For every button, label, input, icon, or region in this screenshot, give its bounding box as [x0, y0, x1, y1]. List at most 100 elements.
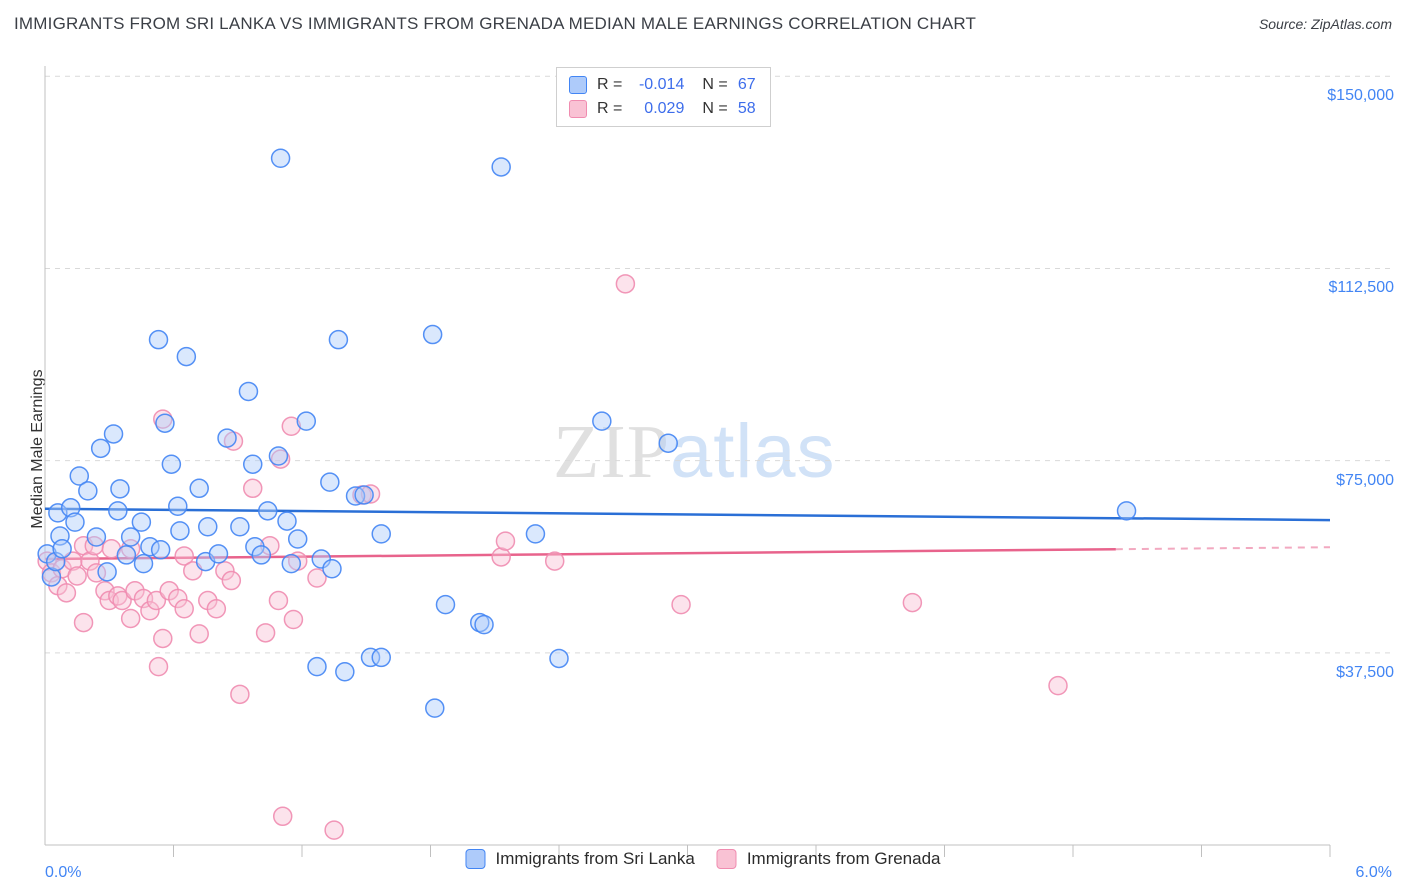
- scatter-point-grenada: [242, 478, 263, 499]
- scatter-point-sri-lanka: [217, 428, 237, 448]
- n-value-sri-lanka: 67: [737, 76, 756, 93]
- n-label: N =: [702, 100, 728, 117]
- scatter-point-sri-lanka: [208, 544, 229, 564]
- grenada-legend-swatch-icon: [716, 849, 737, 869]
- scatter-point-sri-lanka: [238, 381, 259, 402]
- stats-row-grenada: R = 0.029 N = 58: [569, 100, 756, 118]
- n-value-grenada: 58: [737, 100, 756, 117]
- scatter-point-grenada: [495, 531, 516, 551]
- scatter-point-sri-lanka: [474, 614, 494, 635]
- scatter-point-sri-lanka: [322, 559, 342, 579]
- scatter-point-sri-lanka: [277, 511, 297, 531]
- scatter-point-sri-lanka: [268, 446, 289, 466]
- r-label: R =: [597, 76, 623, 93]
- scatter-point-grenada: [146, 590, 167, 611]
- scatter-point-sri-lanka: [116, 545, 137, 565]
- scatter-point-sri-lanka: [592, 411, 612, 431]
- stats-row-sri-lanka: R = -0.014 N = 67: [569, 76, 756, 94]
- sri-lanka-legend-swatch-icon: [465, 849, 486, 869]
- r-value-sri-lanka: -0.014: [638, 76, 685, 93]
- scatter-point-grenada: [174, 598, 194, 619]
- scatter-point-grenada: [112, 590, 132, 611]
- y-tick-label-75000: $75,000: [1336, 472, 1394, 489]
- trend-line-solid: [44, 547, 1116, 561]
- scatter-point-sri-lanka: [110, 479, 130, 499]
- scatter-point-sri-lanka: [198, 516, 218, 537]
- scatter-point-sri-lanka: [491, 157, 511, 177]
- scatter-point-grenada: [153, 628, 173, 649]
- scatter-point-sri-lanka: [140, 536, 160, 557]
- series-legend: Immigrants from Sri Lanka Immigrants fro…: [465, 849, 941, 869]
- scatter-point-sri-lanka: [281, 553, 302, 574]
- legend-item-sri-lanka: Immigrants from Sri Lanka: [465, 849, 695, 869]
- scatter-point-grenada: [67, 566, 87, 586]
- page-title: IMMIGRANTS FROM SRI LANKA VS IMMIGRANTS …: [14, 14, 977, 33]
- scatter-point-grenada: [206, 598, 227, 619]
- scatter-point-grenada: [270, 449, 291, 469]
- correlation-stats-legend: R = -0.014 N = 67 R = 0.029 N = 58: [556, 67, 771, 127]
- y-tick-label-112500: $112,500: [1328, 279, 1394, 296]
- scatter-point-sri-lanka: [148, 329, 169, 350]
- scatter-point-grenada: [268, 590, 289, 611]
- scatter-point-sri-lanka: [371, 647, 391, 668]
- r-label: R =: [597, 100, 623, 117]
- scatter-point-sri-lanka: [131, 512, 152, 532]
- scatter-point-sri-lanka: [60, 498, 81, 518]
- scatter-point-grenada: [148, 656, 169, 677]
- scatter-point-sri-lanka: [320, 472, 340, 492]
- scatter-point-grenada: [615, 274, 636, 294]
- r-value-grenada: 0.029: [644, 100, 685, 117]
- scatter-point-sri-lanka: [69, 466, 90, 486]
- scatter-point-sri-lanka: [307, 656, 327, 677]
- y-tick-label-150000: $150,000: [1327, 87, 1394, 104]
- scatter-point-sri-lanka: [176, 346, 197, 367]
- scatter-point-grenada: [120, 608, 141, 629]
- scatter-point-sri-lanka: [371, 524, 391, 544]
- scatter-point-sri-lanka: [150, 540, 171, 560]
- scatter-point-sri-lanka: [168, 496, 188, 516]
- scatter-point-sri-lanka: [97, 562, 117, 582]
- scatter-point-grenada: [230, 684, 250, 705]
- scatter-point-grenada: [221, 570, 242, 591]
- scatter-point-grenada: [73, 612, 94, 633]
- scatter-point-sri-lanka: [422, 324, 443, 345]
- scatter-point-sri-lanka: [425, 698, 445, 718]
- scatter-point-sri-lanka: [435, 594, 456, 615]
- scatter-point-sri-lanka: [90, 438, 111, 459]
- scatter-point-grenada: [215, 561, 235, 581]
- scatter-point-grenada: [281, 416, 302, 437]
- scatter-point-grenada: [902, 592, 923, 613]
- scatter-point-sri-lanka: [161, 454, 182, 474]
- scatter-point-grenada: [360, 484, 381, 504]
- scatter-point-sri-lanka: [133, 553, 154, 574]
- grenada-swatch-icon: [569, 100, 587, 118]
- legend-label-grenada: Immigrants from Grenada: [746, 849, 941, 868]
- scatter-point-sri-lanka: [170, 521, 190, 541]
- scatter-point-grenada: [80, 551, 100, 571]
- scatter-point-sri-lanka: [78, 481, 98, 501]
- scatter-point-sri-lanka: [658, 433, 678, 453]
- scatter-point-grenada: [255, 623, 276, 643]
- legend-item-grenada: Immigrants from Grenada: [716, 849, 941, 869]
- scatter-point-grenada: [324, 820, 344, 840]
- source-attribution: Source: ZipAtlas.com: [1258, 16, 1392, 32]
- x-axis-min-label: 0.0%: [45, 864, 82, 881]
- scatter-point-grenada: [491, 547, 511, 567]
- scatter-point-sri-lanka: [108, 501, 128, 521]
- scatter-point-grenada: [544, 551, 565, 571]
- scatter-point-sri-lanka: [1116, 501, 1137, 521]
- scatter-point-grenada: [671, 594, 691, 615]
- y-tick-label-37500: $37,500: [1336, 664, 1394, 681]
- scatter-point-sri-lanka: [103, 424, 124, 444]
- scatter-point-sri-lanka: [257, 501, 278, 521]
- scatter-point-grenada: [272, 806, 293, 827]
- sri-lanka-swatch-icon: [569, 76, 587, 94]
- scatter-point-grenada: [189, 624, 209, 644]
- scatter-point-sri-lanka: [270, 148, 291, 168]
- scatter-point-sri-lanka: [230, 516, 250, 537]
- scatter-point-sri-lanka: [86, 527, 107, 547]
- scatter-point-sri-lanka: [155, 413, 175, 433]
- n-label: N =: [702, 76, 728, 93]
